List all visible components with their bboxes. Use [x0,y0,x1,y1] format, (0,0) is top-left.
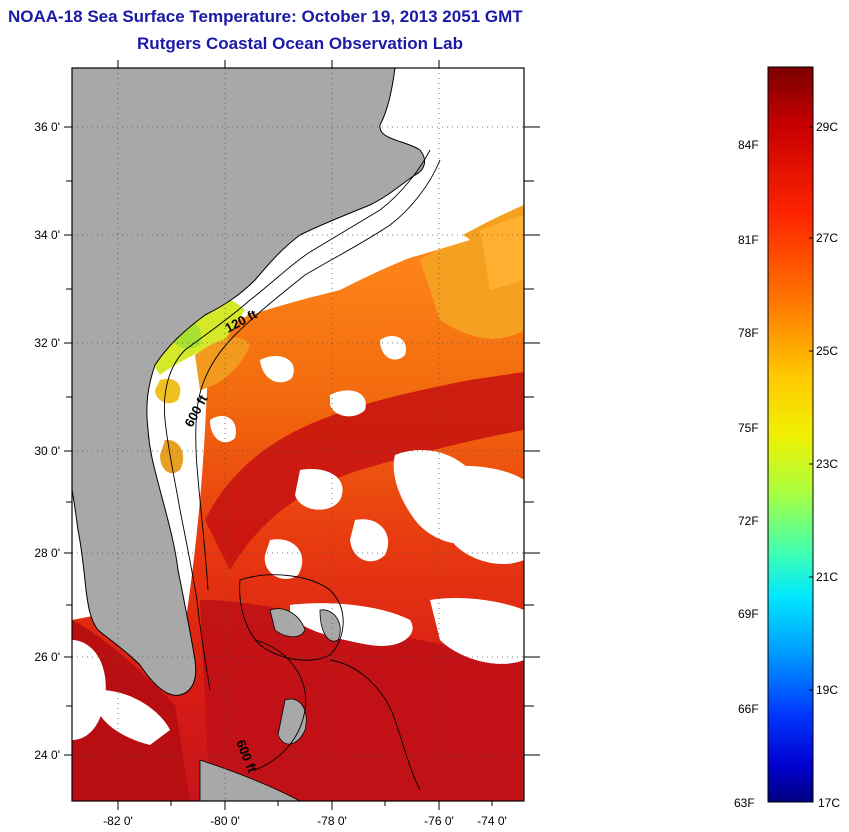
fahrenheit-label: 81F [738,233,759,247]
colorbar-ticks [809,126,813,691]
lat-label: 26 0' [34,650,60,664]
lon-label: -78 0' [317,814,347,828]
lat-label: 32 0' [34,336,60,350]
sst-map: 120 ft 600 ft 600 ft 36 0' 34 0' 32 0' 3… [34,60,540,828]
lat-label: 24 0' [34,748,60,762]
fahrenheit-label: 66F [738,702,759,716]
celsius-label: 17C [818,796,840,810]
bahamas-islands [269,608,306,638]
temperature-colorbar: 84F 81F 78F 75F 72F 69F 66F 63F 29C 27C … [734,66,840,810]
fahrenheit-label: 69F [738,607,759,621]
celsius-label: 19C [816,683,838,697]
lon-label: -82 0' [103,814,133,828]
cloud-patches [72,228,524,745]
lon-label: -76 0' [424,814,454,828]
celsius-label: 27C [816,231,838,245]
lat-label: 30 0' [34,444,60,458]
lat-label: 36 0' [34,120,60,134]
lon-label: -80 0' [210,814,240,828]
lat-label: 34 0' [34,228,60,242]
colorbar-gradient [767,66,814,803]
celsius-label: 21C [816,570,838,584]
map-title: NOAA-18 Sea Surface Temperature: October… [8,7,523,26]
land-us-southeast [72,68,426,696]
depth-contours [163,149,441,791]
fahrenheit-label: 72F [738,514,759,528]
map-subtitle: Rutgers Coastal Ocean Observation Lab [137,34,463,53]
fahrenheit-label: 75F [738,421,759,435]
lat-label: 28 0' [34,546,60,560]
celsius-label: 25C [816,344,838,358]
fahrenheit-label: 78F [738,326,759,340]
celsius-label: 29C [816,120,838,134]
grid-lines [72,68,524,801]
fahrenheit-label: 84F [738,138,759,152]
gulf-stream [205,372,524,570]
map-ticks [64,60,540,810]
celsius-label: 23C [816,457,838,471]
fahrenheit-label: 63F [734,796,755,810]
lon-label: -74 0' [477,814,507,828]
map-border [71,67,525,802]
